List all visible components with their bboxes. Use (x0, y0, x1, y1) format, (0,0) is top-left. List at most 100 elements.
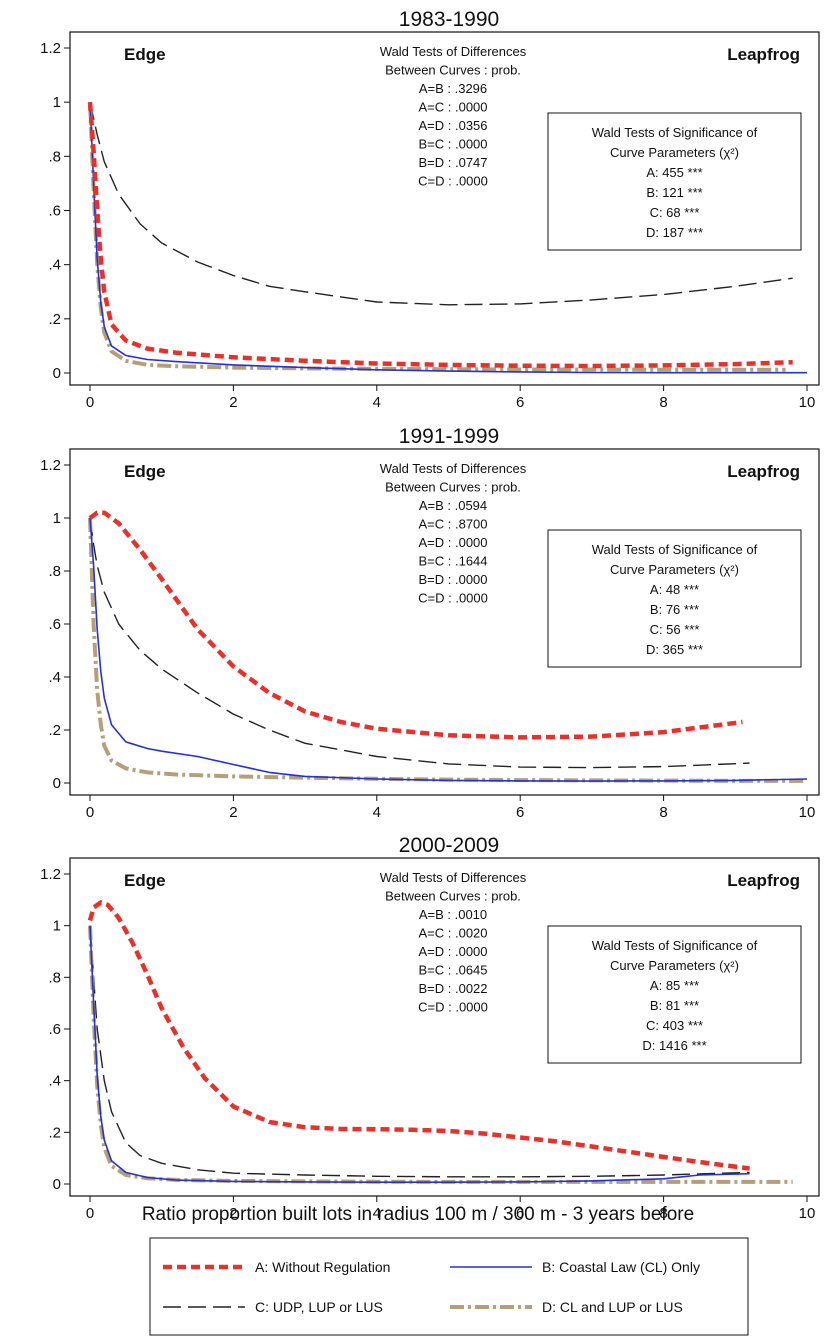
x-tick-label: 2 (229, 1205, 237, 1222)
wald-differences-line: B=D : .0747 (418, 155, 487, 170)
y-tick-label: 0 (53, 365, 61, 382)
wald-differences-line: B=D : .0022 (418, 981, 487, 996)
wald-significance-line: C: 56 *** (650, 622, 700, 637)
x-tick-label: 8 (659, 394, 667, 411)
wald-significance-line: B: 81 *** (650, 998, 699, 1013)
wald-significance-line: A: 455 *** (646, 165, 702, 180)
chart-title: 1983-1990 (399, 8, 499, 31)
wald-significance-line: D: 1416 *** (642, 1038, 706, 1053)
wald-significance-line: B: 76 *** (650, 602, 699, 617)
x-tick-label: 4 (373, 1205, 381, 1222)
x-tick-label: 2 (229, 394, 237, 411)
x-tick-label: 10 (799, 394, 816, 411)
wald-differences-line: B=D : .0000 (418, 572, 487, 587)
series-line-B (89, 925, 750, 1183)
leapfrog-label: Leapfrog (727, 871, 800, 890)
x-tick-label: 0 (86, 804, 94, 821)
x-tick-label: 10 (799, 1205, 816, 1222)
wald-differences-line: Between Curves : prob. (385, 63, 521, 78)
wald-differences-line: Between Curves : prob. (385, 889, 521, 904)
chart-title: 2000-2009 (399, 834, 499, 857)
plot-frame (69, 857, 820, 1197)
wald-differences-line: C=D : .0000 (418, 1000, 488, 1015)
series-line-A (87, 900, 750, 1171)
wald-differences-line: A=C : .0020 (418, 926, 487, 941)
plot-frame (69, 448, 820, 796)
y-tick-label: .6 (48, 616, 61, 633)
x-tick-label: 8 (659, 1205, 667, 1222)
y-tick-label: .8 (48, 969, 61, 986)
wald-significance-box (547, 925, 802, 1064)
chart-panel-1: 1983-1990 0 .2 .4 .6 .8 1 1.2 0 2 4 6 8 10 Edge Leapfro… (40, 8, 820, 411)
y-tick-label: 1.2 (40, 40, 61, 57)
edge-label: Edge (124, 462, 166, 481)
y-tick-label: .8 (48, 563, 61, 580)
y-tick-label: .4 (48, 257, 61, 274)
legend-label-C: C: UDP, LUP or LUS (255, 1299, 383, 1315)
chart-panel-3: 2000-2009 0 .2 .4 .6 .8 1 1.2 0 2 4 6 8 10 Edge Leapfro… (40, 834, 820, 1222)
wald-significance-line: Curve Parameters (χ²) (610, 958, 739, 973)
x-tick-label: 4 (373, 804, 381, 821)
y-tick-label: .6 (48, 1021, 61, 1038)
y-tick-label: 1 (53, 918, 61, 935)
wald-differences-line: Wald Tests of Differences (380, 44, 527, 59)
wald-differences-line: A=C : .0000 (418, 100, 487, 115)
x-tick-label: 6 (516, 804, 524, 821)
leapfrog-label: Leapfrog (727, 45, 800, 64)
x-tick-label: 0 (86, 394, 94, 411)
x-axis-label: Ratio proportion built lots in radius 10… (142, 1204, 694, 1225)
edge-label: Edge (124, 45, 166, 64)
wald-differences-line: B=C : .0000 (418, 137, 487, 152)
wald-significance-line: Wald Tests of Significance of (592, 125, 758, 140)
y-tick-label: 1.2 (40, 457, 61, 474)
legend-label-D: D: CL and LUP or LUS (542, 1299, 683, 1315)
wald-differences-line: A=D : .0356 (418, 118, 487, 133)
wald-significance-line: C: 403 *** (646, 1018, 703, 1033)
wald-differences-line: Wald Tests of Differences (380, 870, 527, 885)
wald-significance-line: A: 85 *** (650, 978, 699, 993)
wald-differences-line: C=D : .0000 (418, 174, 488, 189)
series-line-D (88, 517, 807, 783)
plot-frame (69, 31, 820, 386)
chart-panel-2: 1991-1999 0 .2 .4 .6 .8 1 1.2 0 2 4 6 8 10 Edge Leapfro… (40, 425, 820, 821)
x-tick-label: 6 (516, 1205, 524, 1222)
series-line-C (89, 925, 750, 1178)
y-tick-label: .2 (48, 311, 61, 328)
wald-differences-line: A=B : .0010 (419, 907, 487, 922)
series-line-B (89, 102, 807, 374)
x-tick-label: 4 (373, 394, 381, 411)
wald-significance-box (547, 112, 802, 251)
wald-differences-line: A=B : .0594 (419, 498, 487, 513)
y-tick-label: .8 (48, 148, 61, 165)
wald-significance-line: B: 121 *** (646, 185, 702, 200)
y-tick-label: 1 (53, 94, 61, 111)
legend-box (149, 1237, 749, 1336)
series-line-A (87, 102, 793, 369)
y-tick-label: .2 (48, 1124, 61, 1141)
y-tick-label: .6 (48, 203, 61, 220)
y-tick-label: 0 (53, 775, 61, 792)
y-tick-label: .4 (48, 1073, 61, 1090)
wald-significance-line: A: 48 *** (650, 582, 699, 597)
legend-label-B: B: Coastal Law (CL) Only (542, 1259, 700, 1275)
wald-differences-line: B=C : .1644 (418, 554, 487, 569)
wald-significance-line: Wald Tests of Significance of (592, 938, 758, 953)
wald-differences-line: A=D : .0000 (418, 535, 487, 550)
x-tick-label: 8 (659, 804, 667, 821)
wald-significance-line: C: 68 *** (650, 205, 700, 220)
wald-significance-line: Wald Tests of Significance of (592, 542, 758, 557)
edge-label: Edge (124, 871, 166, 890)
wald-differences-line: C=D : .0000 (418, 591, 488, 606)
series-line-C (89, 517, 750, 769)
wald-significance-line: D: 365 *** (646, 642, 703, 657)
legend-label-A: A: Without Regulation (255, 1259, 390, 1275)
wald-differences-line: A=B : .3296 (419, 81, 487, 96)
y-tick-label: .4 (48, 669, 61, 686)
x-tick-label: 10 (799, 804, 816, 821)
wald-differences-line: A=D : .0000 (418, 944, 487, 959)
wald-differences-line: Between Curves : prob. (385, 480, 521, 495)
series-line-C (89, 102, 793, 306)
wald-differences-line: A=C : .8700 (418, 517, 487, 532)
